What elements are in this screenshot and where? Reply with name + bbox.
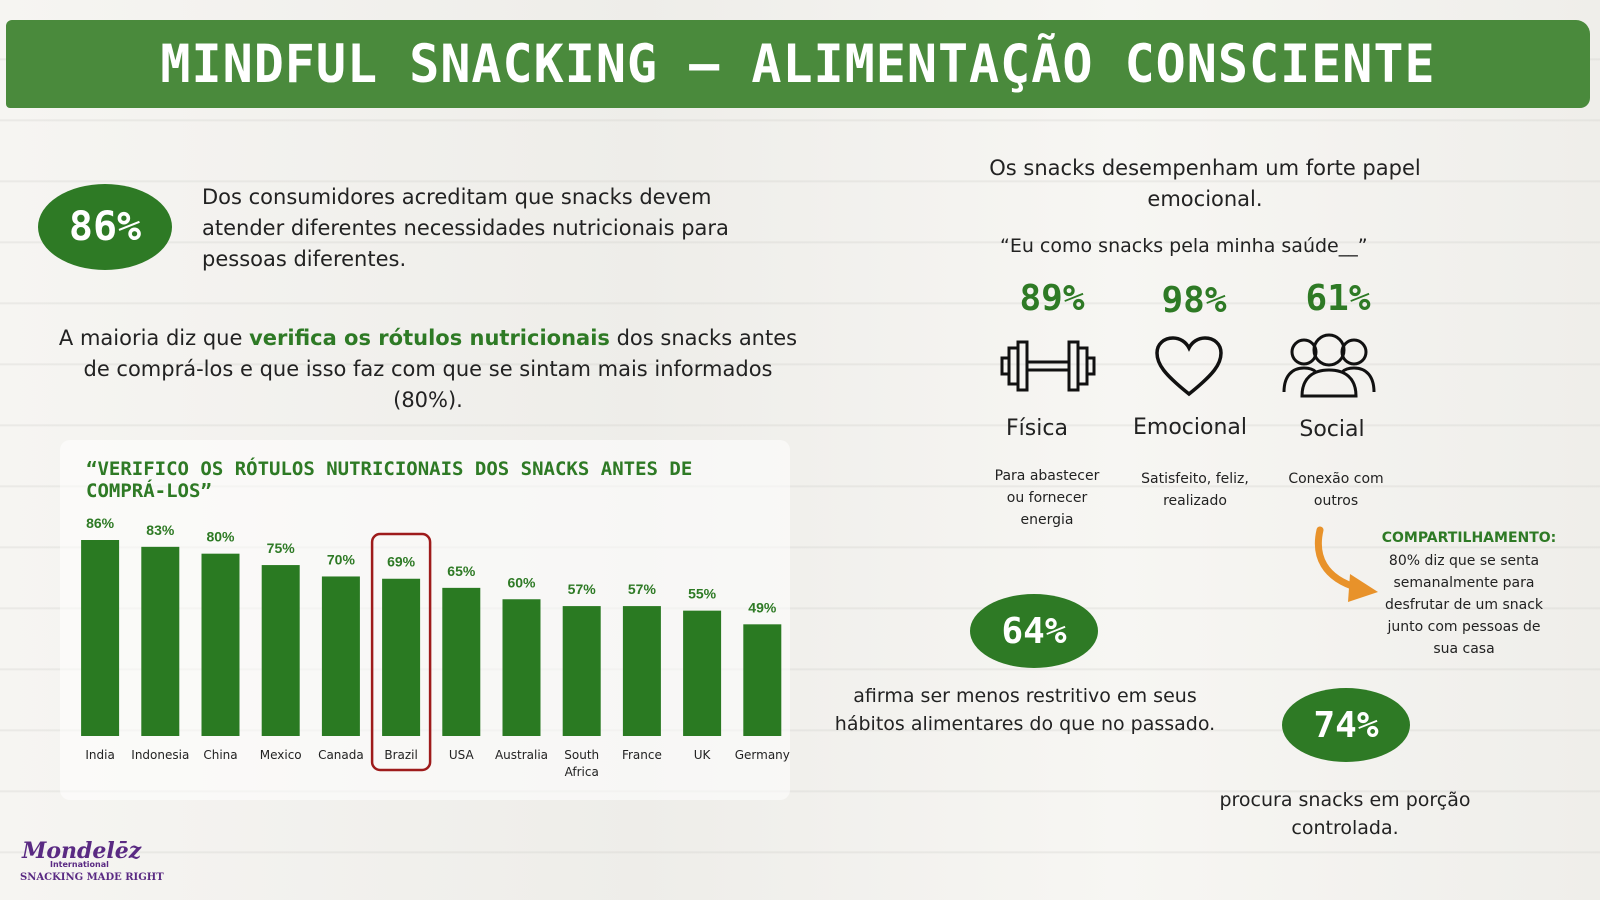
category-label: Indonesia — [131, 748, 189, 762]
value-label: 70% — [327, 551, 356, 567]
labels-paragraph: A maioria diz que verifica os rótulos nu… — [48, 323, 808, 416]
labels-text-post: dos snacks antes de comprá-los e que iss… — [83, 326, 798, 412]
stat-74-badge: 74% — [1282, 688, 1410, 762]
sharing-title: COMPARTILHAMENTO: — [1381, 530, 1557, 546]
value-label: 69% — [387, 554, 416, 570]
right-quote: “Eu como snacks pela minha saúde__” — [1000, 235, 1368, 257]
value-label: 80% — [206, 529, 235, 545]
category-label: Mexico — [260, 748, 302, 762]
desc-fisica: Para abastecer ou fornecer energia — [994, 468, 1100, 528]
category-emocional: Emocional — [1133, 415, 1247, 440]
curved-arrow-icon — [1314, 526, 1378, 602]
category-label: China — [203, 748, 237, 762]
value-label: 57% — [628, 581, 657, 597]
stat-fisica-value: 89% — [1019, 278, 1085, 319]
value-label: 83% — [146, 522, 175, 538]
stat-64-badge: 64% — [970, 594, 1098, 668]
stat-74-value: 74% — [1313, 704, 1379, 746]
stat-86-value: 86% — [68, 204, 142, 250]
header-banner: MINDFUL SNACKING – ALIMENTAÇÃO CONSCIENT… — [6, 20, 1590, 108]
bar-chart: 86% India 83% Indonesia 80% China 75% Mexico 70%… — [81, 515, 790, 779]
category-label: Germany — [735, 748, 790, 762]
value-label: 65% — [447, 563, 476, 579]
bar-brazil — [382, 578, 421, 736]
labels-text-pre: A maioria diz que — [58, 326, 250, 350]
value-label: 60% — [507, 574, 536, 590]
brand-logo-sub: International — [50, 860, 109, 869]
page-title: MINDFUL SNACKING – ALIMENTAÇÃO CONSCIENT… — [160, 33, 1436, 95]
heart-icon — [1155, 336, 1223, 397]
bar-south-africa — [562, 606, 601, 736]
bar-australia — [502, 599, 541, 736]
chart-title: “VERIFICO OS RÓTULOS NUTRICIONAIS DOS SN… — [86, 458, 693, 502]
desc-emocional: Satisfeito, feliz, realizado — [1141, 471, 1249, 509]
bar-germany — [743, 624, 782, 736]
value-label: 57% — [568, 581, 597, 597]
stat-social-value: 61% — [1305, 278, 1371, 319]
category-label: Brazil — [384, 748, 418, 762]
right-intro: Os snacks desempenham um forte papel emo… — [989, 156, 1421, 211]
bar-india — [81, 540, 120, 736]
stat-74-text: procura snacks em porção controlada. — [1219, 789, 1471, 839]
category-label: Canada — [318, 748, 364, 762]
category-label: France — [622, 748, 662, 762]
bar-mexico — [261, 565, 300, 736]
labels-text-highlight: verifica os rótulos nutricionais — [249, 326, 610, 350]
category-fisica: Física — [1006, 416, 1068, 441]
people-icon — [1282, 333, 1376, 398]
highlight-box-brazil — [370, 532, 432, 772]
bar-usa — [442, 587, 481, 736]
value-label: 86% — [86, 515, 115, 531]
stat-emocional-value: 98% — [1161, 280, 1227, 321]
brand-logo: Mondelēz — [22, 838, 142, 864]
stat-86-badge: 86% — [38, 184, 172, 270]
bar-indonesia — [141, 546, 180, 736]
desc-social: Conexão com outros — [1288, 471, 1384, 509]
category-label: South — [564, 748, 599, 762]
category-social: Social — [1299, 417, 1365, 442]
brand-tagline: SNACKING MADE RIGHT — [20, 872, 164, 883]
category-label: Africa — [565, 765, 599, 779]
bar-uk — [683, 610, 722, 736]
bar-china — [201, 553, 240, 736]
value-label: 75% — [267, 540, 296, 556]
stat-64-text: afirma ser menos restritivo em seus hábi… — [834, 685, 1216, 735]
stat-86-text: Dos consumidores acreditam que snacks de… — [202, 185, 729, 271]
chart-card — [60, 440, 790, 800]
dumbbell-icon — [1000, 340, 1096, 392]
category-label: USA — [449, 748, 475, 762]
category-label: India — [85, 748, 114, 762]
sharing-text: 80% diz que se senta semanalmente para d… — [1384, 553, 1544, 657]
bar-canada — [321, 576, 360, 736]
value-label: 49% — [748, 599, 777, 615]
category-label: Australia — [495, 748, 548, 762]
stat-64-value: 64% — [1001, 610, 1067, 652]
value-label: 55% — [688, 586, 717, 602]
bar-france — [622, 606, 661, 736]
category-label: UK — [694, 748, 712, 762]
